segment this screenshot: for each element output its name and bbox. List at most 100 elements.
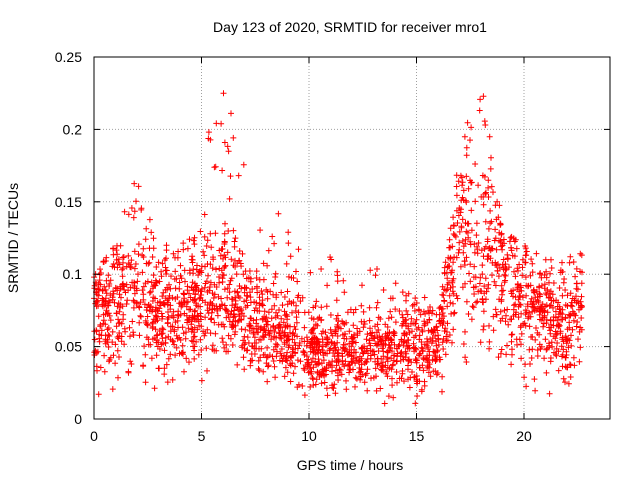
data-point bbox=[570, 259, 577, 265]
data-point bbox=[366, 317, 373, 324]
data-point bbox=[279, 328, 286, 335]
data-point bbox=[253, 316, 260, 323]
data-point bbox=[164, 319, 171, 326]
data-point bbox=[529, 260, 536, 267]
data-point bbox=[113, 247, 120, 254]
data-point bbox=[450, 283, 456, 290]
data-point bbox=[304, 338, 311, 345]
data-point bbox=[105, 272, 112, 279]
data-point bbox=[313, 376, 320, 383]
data-point bbox=[290, 346, 297, 353]
data-point bbox=[439, 388, 445, 395]
data-point bbox=[422, 320, 429, 327]
data-point bbox=[242, 268, 249, 275]
data-point bbox=[211, 164, 218, 171]
data-point bbox=[436, 318, 443, 325]
data-point bbox=[177, 262, 184, 269]
data-point bbox=[346, 328, 353, 335]
data-point bbox=[181, 368, 187, 375]
data-point bbox=[500, 287, 507, 294]
data-point bbox=[166, 292, 173, 299]
data-point bbox=[273, 353, 280, 360]
data-point bbox=[300, 365, 307, 372]
data-point bbox=[119, 254, 126, 261]
data-point bbox=[484, 256, 491, 263]
data-point bbox=[224, 294, 231, 301]
data-point bbox=[479, 295, 486, 302]
data-point bbox=[541, 309, 548, 316]
data-point bbox=[468, 207, 475, 214]
data-point bbox=[550, 322, 557, 329]
data-point bbox=[334, 323, 341, 330]
data-point bbox=[542, 336, 549, 343]
data-point bbox=[305, 369, 312, 376]
data-point bbox=[562, 302, 569, 308]
data-point bbox=[198, 377, 205, 384]
data-point bbox=[515, 296, 522, 303]
data-point bbox=[275, 210, 282, 217]
data-point bbox=[458, 206, 464, 213]
chart-title: Day 123 of 2020, SRMTID for receiver mro… bbox=[213, 19, 487, 35]
data-point bbox=[477, 96, 484, 103]
data-point bbox=[464, 119, 471, 126]
data-point bbox=[190, 237, 197, 244]
data-point bbox=[208, 244, 215, 251]
data-point bbox=[477, 274, 484, 281]
data-point bbox=[100, 320, 107, 327]
data-point bbox=[416, 351, 423, 358]
data-point bbox=[323, 303, 330, 310]
data-point bbox=[462, 197, 469, 204]
data-point bbox=[259, 333, 266, 340]
data-point bbox=[480, 299, 487, 306]
data-point bbox=[480, 326, 487, 333]
data-point bbox=[110, 251, 117, 258]
data-point bbox=[371, 351, 378, 358]
data-point bbox=[178, 303, 185, 310]
data-point bbox=[307, 269, 314, 276]
data-point bbox=[132, 261, 139, 267]
data-point bbox=[480, 201, 487, 208]
data-point bbox=[171, 326, 178, 333]
data-point bbox=[455, 178, 462, 185]
data-point bbox=[576, 306, 582, 313]
data-point bbox=[424, 335, 430, 342]
data-point bbox=[559, 353, 565, 360]
data-point bbox=[540, 323, 547, 330]
data-point bbox=[104, 339, 111, 346]
data-point bbox=[253, 268, 260, 275]
data-point bbox=[314, 368, 321, 375]
data-point bbox=[542, 303, 549, 310]
data-point bbox=[202, 330, 209, 337]
data-point bbox=[436, 305, 443, 312]
data-point bbox=[526, 323, 533, 330]
data-point bbox=[264, 295, 271, 302]
data-point bbox=[574, 319, 581, 325]
data-point bbox=[500, 256, 507, 263]
data-point bbox=[434, 347, 441, 354]
data-point bbox=[221, 139, 228, 146]
data-point bbox=[176, 300, 183, 307]
data-point bbox=[422, 355, 429, 362]
data-point bbox=[115, 374, 121, 381]
data-point bbox=[516, 336, 523, 343]
data-point bbox=[257, 227, 264, 234]
data-point bbox=[135, 183, 142, 190]
data-point bbox=[358, 345, 365, 352]
data-point bbox=[444, 329, 450, 335]
data-point bbox=[476, 107, 483, 114]
data-point bbox=[201, 233, 208, 240]
data-point bbox=[231, 238, 238, 245]
data-point bbox=[110, 245, 116, 252]
data-point bbox=[120, 265, 126, 272]
data-point bbox=[503, 351, 510, 358]
data-point bbox=[406, 329, 413, 336]
data-point bbox=[130, 214, 137, 221]
data-point bbox=[140, 245, 147, 252]
data-point bbox=[230, 134, 237, 141]
data-point bbox=[566, 361, 573, 368]
data-point bbox=[140, 283, 147, 290]
data-point bbox=[226, 281, 233, 288]
data-point bbox=[264, 363, 271, 370]
data-point bbox=[486, 244, 493, 251]
